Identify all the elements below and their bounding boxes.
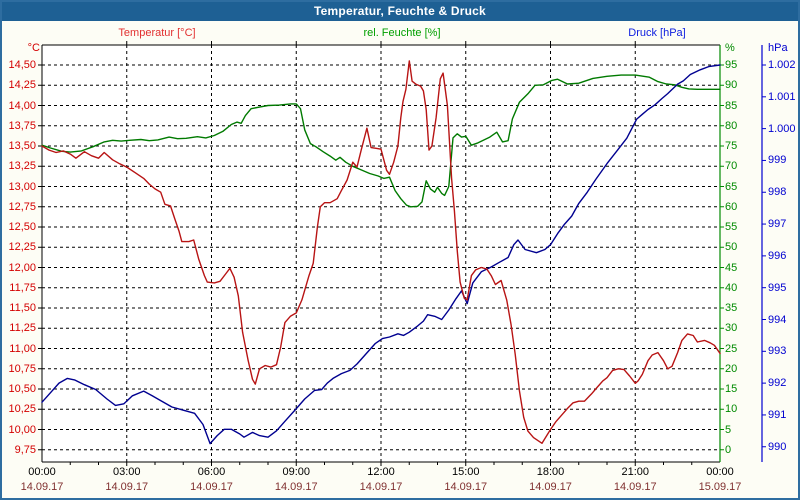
x-axis-time-label: 00:00 <box>28 466 56 478</box>
x-axis-time-label: 12:00 <box>367 466 395 478</box>
x-axis-date-label: 14.09.17 <box>444 481 488 493</box>
humidity-axis-unit: % <box>725 42 735 54</box>
humidity-axis-tick-label: 35 <box>725 302 738 314</box>
humidity-axis-tick-label: 25 <box>725 342 738 355</box>
x-axis-date-label: 14.09.17 <box>20 481 64 493</box>
x-axis-date-label: 14.09.17 <box>274 481 318 493</box>
temperature-axis-tick-label: 12,75 <box>8 200 36 213</box>
pressure-axis-tick-label: 996 <box>768 249 787 262</box>
window-title: Temperatur, Feuchte & Druck <box>2 2 798 21</box>
pressure-axis-tick-label: 994 <box>768 313 787 326</box>
temperature-axis-tick-label: 13,75 <box>8 119 36 132</box>
temperature-axis-tick-label: 12,50 <box>8 221 36 233</box>
temperature-axis-tick-label: 13,50 <box>8 140 36 152</box>
humidity-axis-tick-label: 90 <box>725 79 738 92</box>
x-axis-time-label: 03:00 <box>112 466 141 478</box>
temperature-axis-tick-label: 13,00 <box>8 180 36 193</box>
humidity-axis-tick-label: 0 <box>725 443 732 456</box>
temperature-axis-tick-label: 11,00 <box>9 342 36 355</box>
legend-temperature: Temperatur [°C] <box>118 27 196 39</box>
humidity-axis-tick-label: 30 <box>725 322 738 335</box>
temperature-axis-tick-label: 9,75 <box>14 443 36 456</box>
temperature-axis-tick-label: 11,50 <box>9 302 36 314</box>
x-axis-time-label: 06:00 <box>197 466 226 478</box>
pressure-axis-tick-label: 991 <box>768 408 787 421</box>
temperature-axis-tick-label: 12,00 <box>8 261 36 274</box>
temperature-axis-tick-label: 11,75 <box>9 281 36 294</box>
x-axis-date-label: 14.09.17 <box>529 481 572 493</box>
humidity-axis-tick-label: 20 <box>725 362 738 375</box>
temperature-axis-tick-label: 10,25 <box>8 403 36 416</box>
temperature-axis-tick-label: 12,25 <box>8 241 36 254</box>
temperature-axis-tick-label: 10,75 <box>8 362 36 375</box>
humidity-axis-tick-label: 75 <box>725 140 738 152</box>
humidity-axis-tick-label: 55 <box>725 221 738 233</box>
legend-pressure: Druck [hPa] <box>628 27 686 39</box>
humidity-axis-tick-label: 5 <box>725 423 732 436</box>
humidity-axis-tick-label: 95 <box>725 59 738 71</box>
temperature-axis-tick-label: 10,00 <box>8 423 36 436</box>
humidity-axis-tick-label: 50 <box>725 241 738 254</box>
temperature-axis-unit: °C <box>27 42 40 54</box>
pressure-axis-tick-label: 990 <box>768 440 787 453</box>
x-axis-date-label: 14.09.17 <box>190 481 233 493</box>
humidity-axis-tick-label: 40 <box>725 281 738 294</box>
temperature-axis-tick-label: 11,25 <box>9 322 36 335</box>
pressure-axis-tick-label: 997 <box>768 218 787 231</box>
x-axis-date-label: 15.09.17 <box>698 481 742 493</box>
x-axis-time-label: 00:00 <box>706 466 734 478</box>
x-axis-time-label: 21:00 <box>621 466 650 478</box>
x-axis-time-label: 18:00 <box>536 466 565 478</box>
humidity-axis-tick-label: 15 <box>725 383 738 395</box>
x-axis-date-label: 14.09.17 <box>105 481 149 493</box>
x-axis-time-label: 15:00 <box>451 466 480 478</box>
pressure-axis-tick-label: 995 <box>768 281 787 294</box>
humidity-axis-tick-label: 10 <box>725 403 738 416</box>
pressure-axis-tick-label: 1.002 <box>768 59 796 71</box>
humidity-axis-tick-label: 60 <box>725 200 738 213</box>
x-axis-date-label: 14.09.17 <box>359 481 403 493</box>
pressure-axis-tick-label: 1.000 <box>768 122 796 135</box>
pressure-axis-tick-label: 993 <box>768 345 787 358</box>
temperature-axis-tick-label: 14,00 <box>8 99 36 112</box>
humidity-axis-tick-label: 70 <box>725 160 738 173</box>
humidity-axis-tick-label: 65 <box>725 180 738 193</box>
temperature-axis-tick-label: 10,50 <box>8 383 36 395</box>
humidity-axis-tick-label: 45 <box>725 261 738 274</box>
pressure-axis-tick-label: 999 <box>768 154 787 167</box>
x-axis-date-label: 14.09.17 <box>613 481 657 493</box>
humidity-axis-tick-label: 80 <box>725 119 738 132</box>
temperature-axis-tick-label: 14,50 <box>8 59 36 71</box>
temperature-axis-tick-label: 13,25 <box>8 160 36 173</box>
x-axis-time-label: 09:00 <box>282 466 311 478</box>
pressure-axis-tick-label: 998 <box>768 186 787 199</box>
pressure-axis-unit: hPa <box>768 42 788 54</box>
pressure-axis-tick-label: 992 <box>768 377 787 390</box>
legend-humidity: rel. Feuchte [%] <box>363 27 441 39</box>
temperature-axis-tick-label: 14,25 <box>8 79 36 92</box>
humidity-axis-tick-label: 85 <box>725 99 738 112</box>
pressure-axis-tick-label: 1.001 <box>768 90 796 103</box>
